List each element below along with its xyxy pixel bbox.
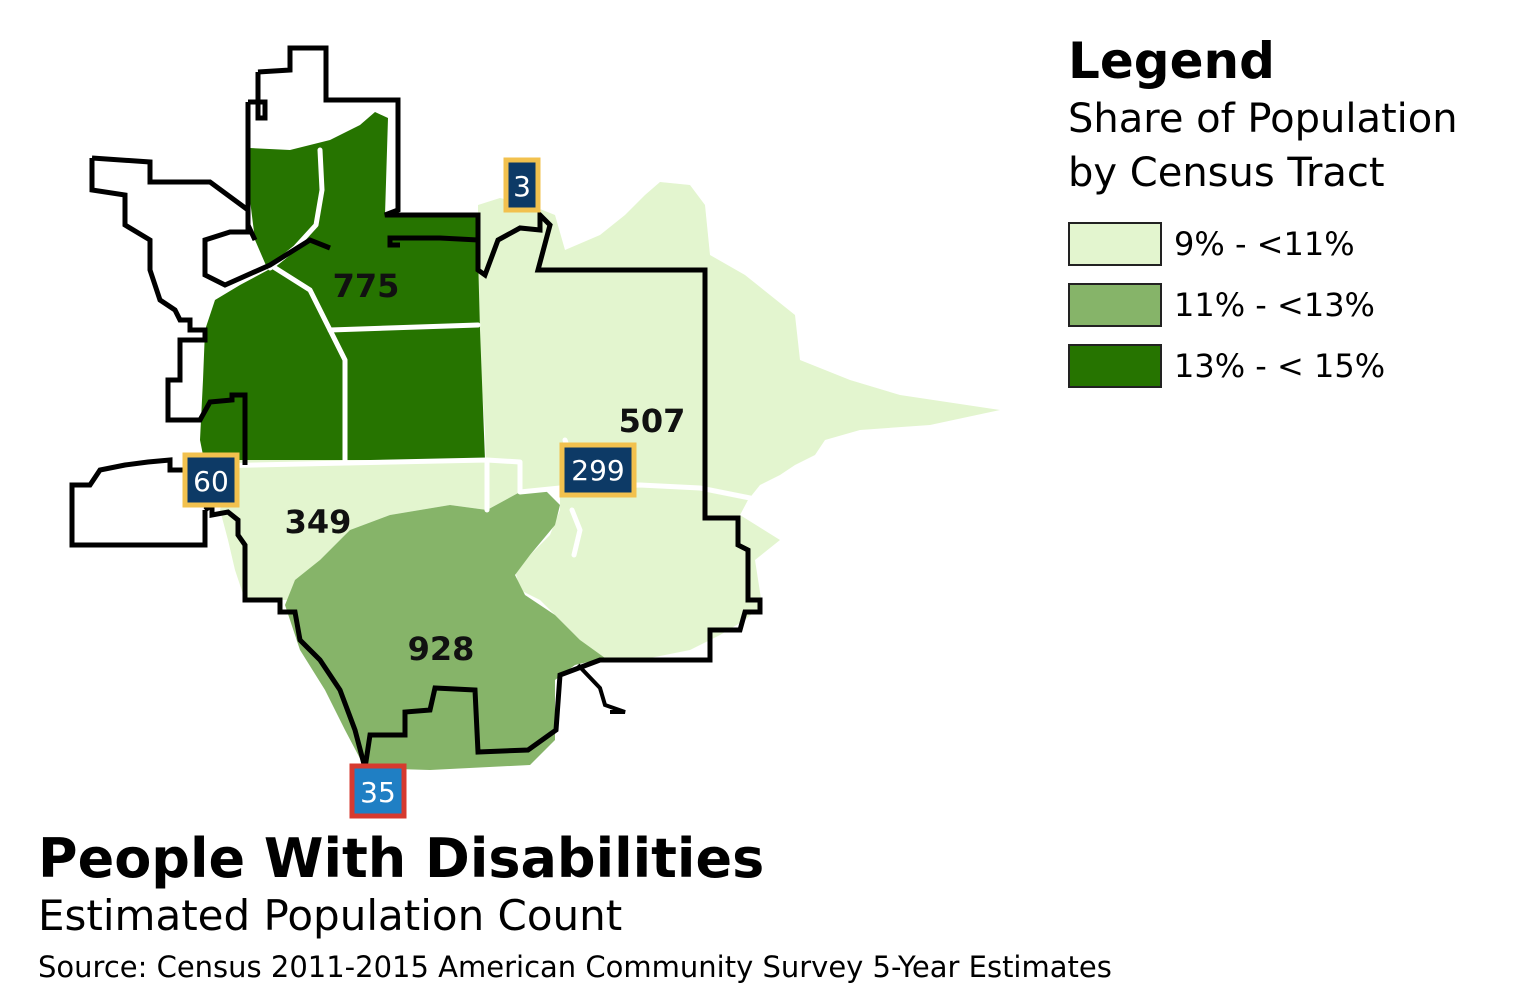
tract-507-area xyxy=(478,182,1000,660)
highway-299-shield: 299 xyxy=(559,442,637,498)
svg-text:60: 60 xyxy=(193,465,229,498)
tract-775-area xyxy=(200,112,485,465)
legend-item: 9% - <11% xyxy=(1068,220,1458,268)
legend-item: 11% - <13% xyxy=(1068,281,1458,329)
tract-349-area xyxy=(220,460,487,600)
legend-swatch-light xyxy=(1068,222,1162,266)
legend: Legend Share of Population by Census Tra… xyxy=(1068,30,1458,403)
highway-60-shield: 60 xyxy=(182,452,240,508)
legend-swatch-medium xyxy=(1068,283,1162,327)
tract-349-label: 349 xyxy=(285,503,352,541)
legend-subtitle-line2: by Census Tract xyxy=(1068,150,1385,196)
svg-text:3: 3 xyxy=(513,170,531,203)
svg-text:35: 35 xyxy=(360,776,396,809)
city-boundaries xyxy=(69,45,763,769)
tract-775-label: 775 xyxy=(333,267,400,305)
enclave-boundary xyxy=(576,663,626,714)
map-subtitle: Estimated Population Count xyxy=(38,891,623,940)
svg-text:299: 299 xyxy=(571,454,624,487)
interstate-35-shield: 35 xyxy=(349,763,407,819)
legend-swatch-dark xyxy=(1068,344,1162,388)
tract-928-label: 928 xyxy=(408,630,475,668)
highway-3-shield: 3 xyxy=(503,157,541,213)
map-source: Source: Census 2011-2015 American Commun… xyxy=(38,950,1112,984)
legend-item: 13% - < 15% xyxy=(1068,342,1458,390)
legend-subtitle-line1: Share of Population xyxy=(1068,96,1458,142)
legend-label: 13% - < 15% xyxy=(1174,347,1386,385)
tract-507-label: 507 xyxy=(619,402,686,440)
title-block: People With Disabilities Estimated Popul… xyxy=(38,828,1112,988)
map-title: People With Disabilities xyxy=(38,827,765,890)
legend-title: Legend xyxy=(1068,32,1275,90)
tract-928-area xyxy=(285,490,605,770)
legend-label: 9% - <11% xyxy=(1174,225,1355,263)
legend-list: 9% - <11% 11% - <13% 13% - < 15% xyxy=(1068,220,1458,390)
legend-label: 11% - <13% xyxy=(1174,286,1375,324)
